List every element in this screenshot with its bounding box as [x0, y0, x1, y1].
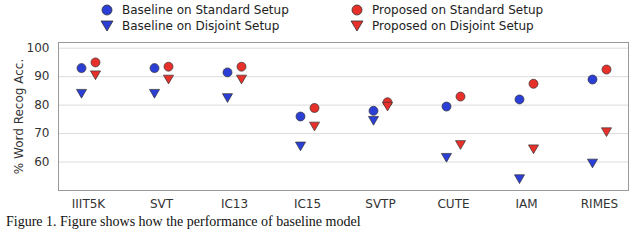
svg-text:CUTE: CUTE	[437, 197, 469, 211]
svg-text:IC15: IC15	[294, 197, 321, 211]
svg-text:% Word Recog Acc.: % Word Recog Acc.	[12, 59, 26, 174]
svg-text:IAM: IAM	[515, 197, 537, 211]
svg-text:SVTP: SVTP	[365, 197, 395, 211]
html-text:Baseline on Disjoint Setup: Baseline on Disjoint Setup	[122, 19, 280, 33]
svg-text:70: 70	[34, 126, 49, 140]
svg-text:90: 90	[34, 69, 49, 83]
html-text:Baseline on Standard Setup: Baseline on Standard Setup	[122, 3, 289, 17]
svg-text:60: 60	[34, 155, 49, 169]
html-text:Proposed on Standard Setup: Proposed on Standard Setup	[372, 3, 544, 17]
svg-text:IIIT5K: IIIT5K	[72, 197, 107, 211]
svg-text:RIMES: RIMES	[581, 197, 618, 211]
html-text:Proposed on Disjoint Setup: Proposed on Disjoint Setup	[372, 19, 534, 33]
svg-text:SVT: SVT	[150, 197, 174, 211]
html-text:Figure 1. Figure shows how the: Figure 1. Figure shows how the performan…	[6, 214, 361, 229]
svg-text:80: 80	[34, 98, 49, 112]
svg-text:IC13: IC13	[221, 197, 248, 211]
svg-text:100: 100	[27, 41, 50, 55]
